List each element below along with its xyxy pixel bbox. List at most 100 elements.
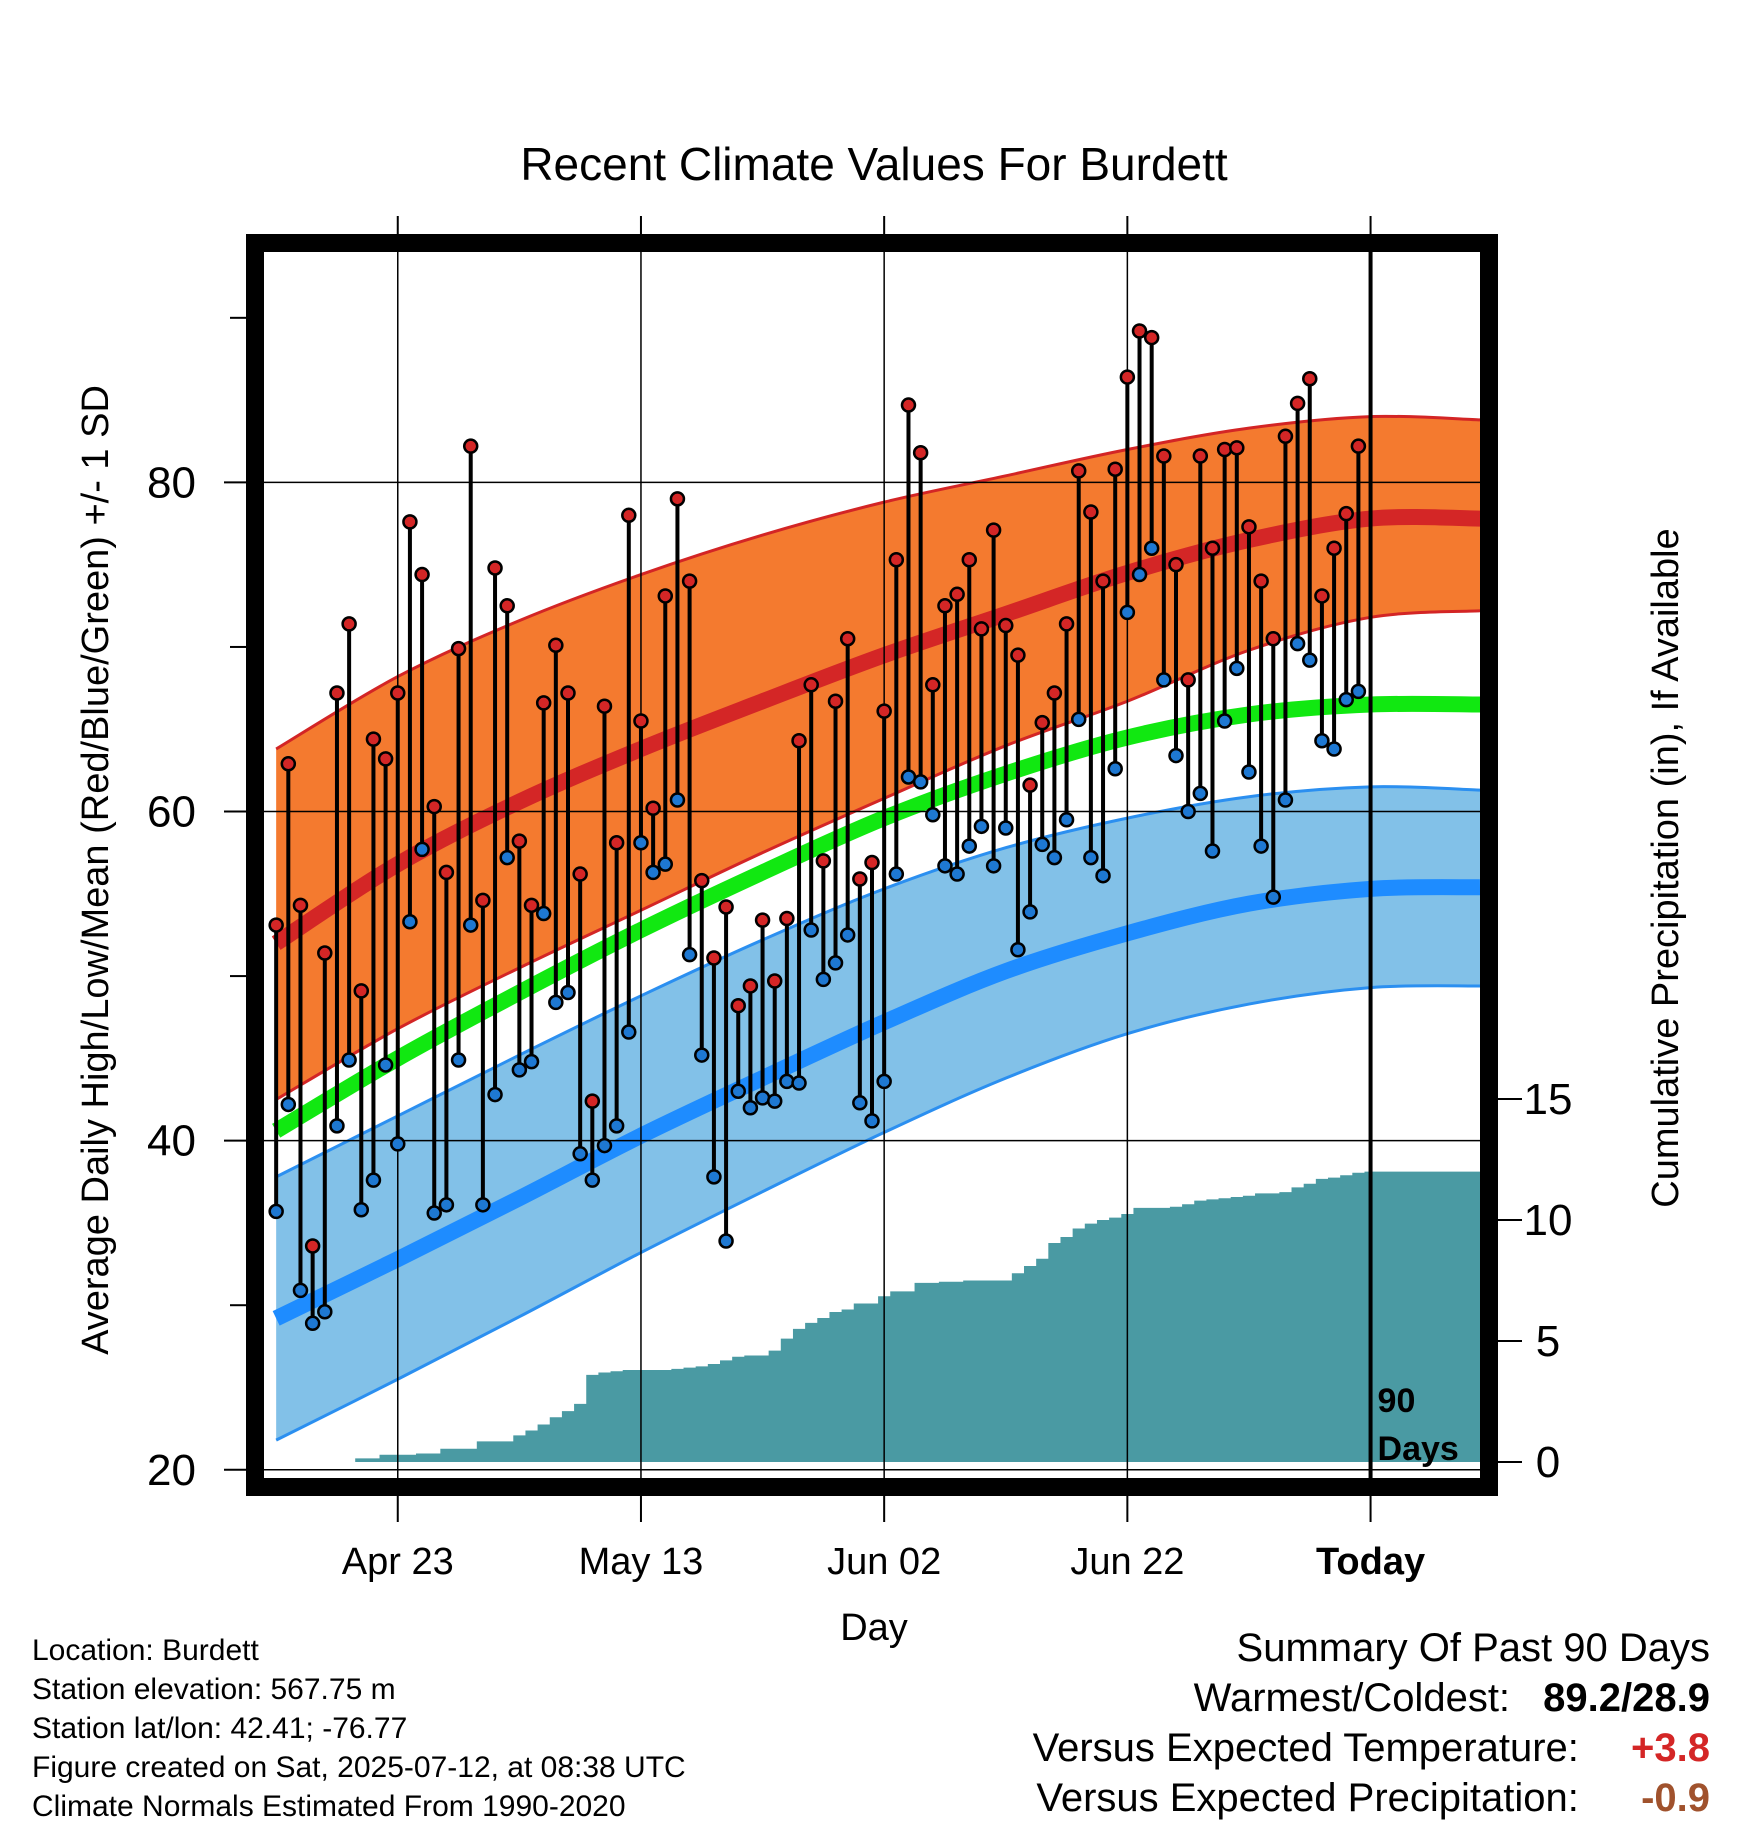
daily-low-point [1024,905,1037,918]
daily-low-point [1048,851,1061,864]
daily-high-point [926,678,939,691]
daily-high-point [501,599,514,612]
daily-high-point [586,1095,599,1108]
daily-high-point [805,678,818,691]
daily-high-point [476,894,489,907]
daily-low-point [574,1147,587,1160]
daily-low-point [537,907,550,920]
daily-low-point [720,1235,733,1248]
daily-low-point [1328,742,1341,755]
daily-low-point [963,840,976,853]
daily-high-point [1145,331,1158,344]
daily-low-point [1084,851,1097,864]
y2-axis-label: Cumulative Precipitation (in), If Availa… [1645,528,1687,1207]
normals-text: Climate Normals Estimated From 1990-2020 [32,1788,626,1826]
daily-low-point [1097,869,1110,882]
daily-low-point [1182,805,1195,818]
daily-low-point [683,948,696,961]
daily-high-point [1218,443,1231,456]
daily-high-point [1352,440,1365,453]
daily-low-point [659,858,672,871]
daily-high-point [1157,450,1170,463]
daily-high-point [549,639,562,652]
daily-high-point [428,800,441,813]
daily-low-point [1315,734,1328,747]
temp-anomaly-label: Versus Expected Temperature: [1033,1726,1579,1770]
daily-low-point [780,1075,793,1088]
daily-high-point [963,553,976,566]
y-tick-label: 80 [147,458,196,507]
daily-low-point [768,1095,781,1108]
daily-high-point [282,757,295,770]
daily-low-point [817,973,830,986]
daily-low-point [403,915,416,928]
daily-low-point [1255,840,1268,853]
daily-low-point [987,859,1000,872]
daily-high-point [1048,687,1061,700]
daily-low-point [367,1174,380,1187]
daily-low-point [732,1085,745,1098]
daily-high-point [367,733,380,746]
daily-low-point [793,1077,806,1090]
daily-high-point [574,868,587,881]
daily-high-point [525,899,538,912]
daily-high-point [720,900,733,913]
today-window-label-line2: Days [1378,1430,1459,1468]
daily-high-point [987,524,1000,537]
daily-low-point [1242,766,1255,779]
daily-low-point [1157,673,1170,686]
daily-high-point [318,947,331,960]
daily-low-point [707,1170,720,1183]
daily-low-point [841,928,854,941]
daily-high-point [1097,575,1110,588]
daily-low-point [428,1207,441,1220]
daily-low-point [343,1054,356,1067]
daily-low-point [306,1317,319,1330]
daily-low-point [1060,813,1073,826]
daily-high-point [1170,558,1183,571]
daily-low-point [1011,943,1024,956]
daily-low-point [1218,715,1231,728]
summary-warmest-coldest: Warmest/Coldest: 89.2/28.9 [1194,1676,1710,1721]
chart-title: Recent Climate Values For Burdett [520,138,1228,190]
daily-high-point [866,856,879,869]
created-text: Figure created on Sat, 2025-07-12, at 08… [32,1749,686,1787]
daily-low-point [416,843,429,856]
daily-high-point [695,874,708,887]
daily-low-point [926,808,939,821]
climate-chart: Recent Climate Values For Burdett 90 Days… [0,0,1748,1828]
daily-low-point [866,1114,879,1127]
daily-low-point [853,1096,866,1109]
daily-high-point [647,802,660,815]
daily-high-point [768,975,781,988]
daily-low-point [610,1119,623,1132]
daily-high-point [1109,463,1122,476]
daily-low-point [1267,891,1280,904]
daily-low-point [890,868,903,881]
daily-low-point [562,986,575,999]
summary-temperature: Versus Expected Temperature: +3.8 [1033,1726,1710,1771]
elevation-text: Station elevation: 567.75 m [32,1671,396,1709]
daily-low-point [1279,793,1292,806]
daily-high-point [975,622,988,635]
daily-low-point [1194,787,1207,800]
daily-high-point [379,752,392,765]
daily-low-point [464,919,477,932]
daily-high-point [634,715,647,728]
daily-high-point [914,446,927,459]
daily-low-point [501,851,514,864]
daily-low-point [330,1119,343,1132]
summary-heading: Summary Of Past 90 Days [1237,1626,1710,1671]
daily-high-point [890,553,903,566]
daily-high-point [489,561,502,574]
location-text: Location: Burdett [32,1632,259,1670]
temp-anomaly-value: +3.8 [1590,1726,1710,1771]
daily-high-point [306,1239,319,1252]
daily-high-point [1036,716,1049,729]
x-tick-label: Jun 02 [827,1541,941,1583]
daily-high-point [1242,520,1255,533]
daily-low-point [744,1101,757,1114]
today-window-label-line1: 90 [1378,1382,1416,1420]
daily-high-point [1060,617,1073,630]
daily-high-point [878,705,891,718]
